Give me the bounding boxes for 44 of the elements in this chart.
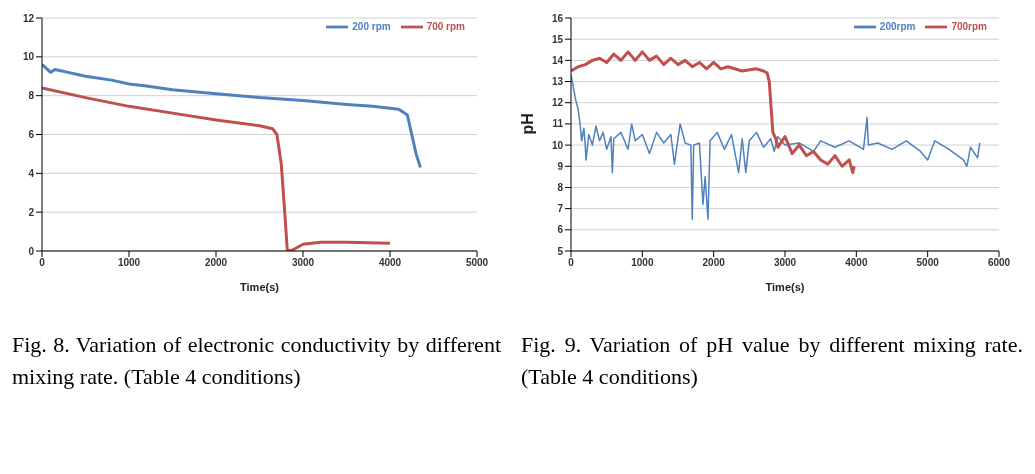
y-tick-label: 12	[22, 12, 35, 24]
y-tick-label: 4	[28, 167, 35, 179]
y-tick-label: 15	[551, 33, 564, 45]
y-tick-label: 16	[551, 12, 564, 24]
y-tick-label: 8	[28, 90, 35, 102]
x-axis-title: Time(s)	[765, 281, 805, 293]
x-axis-title: Time(s)	[240, 281, 280, 293]
y-tick-label: 10	[551, 139, 564, 151]
x-tick-label: 4000	[378, 257, 402, 269]
legend-label: 200 rpm	[352, 20, 391, 32]
y-tick-label: 5	[557, 245, 564, 257]
y-tick-label: 8	[557, 182, 564, 193]
y-tick-label: 6	[28, 129, 35, 141]
x-tick-label: 1000	[117, 257, 141, 269]
y-tick-label: 2	[28, 206, 35, 218]
y-tick-label: 9	[557, 160, 564, 172]
line-series	[42, 86, 392, 251]
y-tick-label: 10	[22, 51, 35, 63]
x-tick-label: 3000	[773, 257, 797, 269]
y-tick-label: 13	[551, 76, 564, 88]
legend-label: 700 rpm	[426, 20, 465, 32]
caption: Fig. 8. Variation of electronic conductivity by different mixing rate. (Table 4 conditions)	[11, 331, 502, 391]
x-tick-label: 2000	[204, 257, 228, 269]
x-tick-label: 3000	[291, 257, 315, 269]
x-tick-label: 0	[39, 257, 46, 269]
y-tick-label: 0	[28, 245, 35, 257]
x-tick-label: 0	[568, 257, 575, 269]
line-series	[42, 63, 422, 170]
x-tick-label: 4000	[845, 257, 868, 269]
x-tick-label: 5000	[916, 257, 940, 269]
y-tick-label: 12	[551, 97, 564, 109]
caption: Fig. 9. Variation of pH value by different mixing rate. (Table 4 conditions)	[520, 331, 1024, 391]
x-tick-label: 1000	[631, 257, 654, 269]
y-tick-label: 6	[557, 224, 564, 236]
y-tick-label: 7	[557, 203, 564, 215]
x-tick-label: 5000	[465, 257, 489, 269]
legend-label: 200rpm	[879, 20, 916, 32]
x-tick-label: 2000	[702, 257, 726, 269]
y-tick-label: 14	[551, 54, 564, 66]
line-series	[571, 50, 856, 175]
y-tick-label: 11	[552, 118, 564, 130]
legend-label: 700rpm	[951, 20, 987, 32]
y-axis-title: pH	[518, 113, 536, 135]
x-tick-label: 6000	[987, 257, 1011, 269]
